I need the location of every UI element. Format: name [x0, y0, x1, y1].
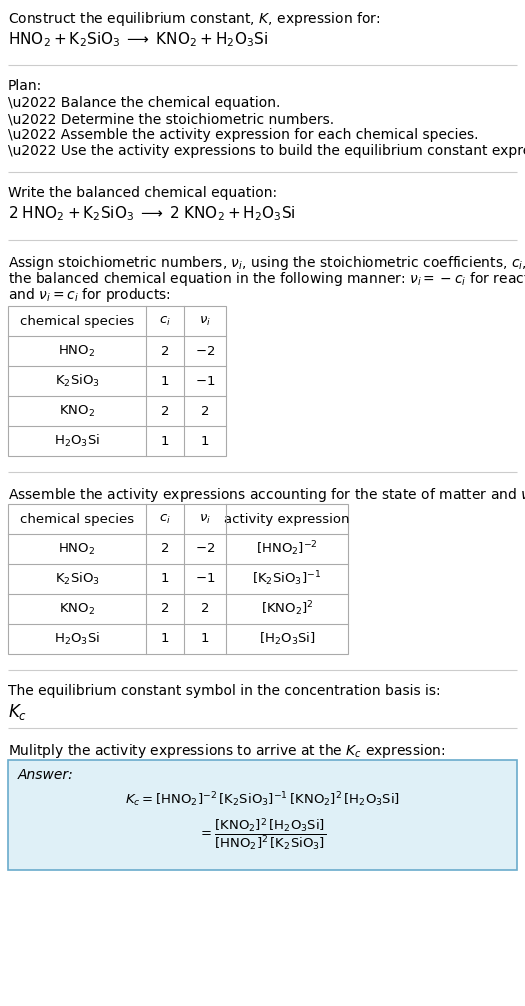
- Text: $[\mathrm{HNO_2}]^{-2}$: $[\mathrm{HNO_2}]^{-2}$: [256, 539, 318, 558]
- Text: 1: 1: [161, 435, 169, 448]
- Text: 2: 2: [161, 344, 169, 357]
- Text: $\mathrm{HNO_2 + K_2SiO_3 \;\longrightarrow\; KNO_2 + H_2O_3Si}$: $\mathrm{HNO_2 + K_2SiO_3 \;\longrightar…: [8, 30, 268, 48]
- Text: Construct the equilibrium constant, $K$, expression for:: Construct the equilibrium constant, $K$,…: [8, 10, 381, 28]
- Text: Mulitply the activity expressions to arrive at the $K_c$ expression:: Mulitply the activity expressions to arr…: [8, 742, 445, 760]
- Text: $c_i$: $c_i$: [159, 512, 171, 525]
- Text: $c_i$: $c_i$: [159, 315, 171, 328]
- Text: \u2022 Balance the chemical equation.: \u2022 Balance the chemical equation.: [8, 96, 280, 110]
- Text: $\mathrm{KNO_2}$: $\mathrm{KNO_2}$: [59, 602, 95, 617]
- Text: $\mathrm{2\;HNO_2 + K_2SiO_3 \;\longrightarrow\; 2\;KNO_2 + H_2O_3Si}$: $\mathrm{2\;HNO_2 + K_2SiO_3 \;\longrigh…: [8, 204, 296, 222]
- Bar: [8, 306, 226, 456]
- Text: $= \dfrac{[\mathrm{KNO_2}]^2\,[\mathrm{H_2O_3Si}]}{[\mathrm{HNO_2}]^2\,[\mathrm{: $= \dfrac{[\mathrm{KNO_2}]^2\,[\mathrm{H…: [198, 817, 327, 853]
- Text: 1: 1: [161, 572, 169, 585]
- Text: $-2$: $-2$: [195, 542, 215, 555]
- Text: and $\nu_i = c_i$ for products:: and $\nu_i = c_i$ for products:: [8, 286, 171, 304]
- Text: $\mathrm{HNO_2}$: $\mathrm{HNO_2}$: [58, 541, 96, 556]
- Text: $K_c$: $K_c$: [8, 702, 27, 722]
- Text: $\mathrm{K_2SiO_3}$: $\mathrm{K_2SiO_3}$: [55, 571, 99, 588]
- Text: $\nu_i$: $\nu_i$: [199, 512, 211, 525]
- Bar: [8, 504, 348, 654]
- Text: $-2$: $-2$: [195, 344, 215, 357]
- Text: Plan:: Plan:: [8, 79, 42, 93]
- Text: the balanced chemical equation in the following manner: $\nu_i = -c_i$ for react: the balanced chemical equation in the fo…: [8, 270, 525, 288]
- Text: $\mathrm{H_2O_3Si}$: $\mathrm{H_2O_3Si}$: [54, 631, 100, 647]
- Text: $[\mathrm{H_2O_3Si}]$: $[\mathrm{H_2O_3Si}]$: [259, 631, 316, 647]
- Text: $\nu_i$: $\nu_i$: [199, 315, 211, 328]
- Text: \u2022 Determine the stoichiometric numbers.: \u2022 Determine the stoichiometric numb…: [8, 112, 334, 126]
- Text: $-1$: $-1$: [195, 572, 215, 585]
- Text: chemical species: chemical species: [20, 512, 134, 525]
- Text: $\mathrm{H_2O_3Si}$: $\mathrm{H_2O_3Si}$: [54, 433, 100, 449]
- Text: The equilibrium constant symbol in the concentration basis is:: The equilibrium constant symbol in the c…: [8, 684, 440, 698]
- Text: 1: 1: [201, 633, 209, 646]
- Text: activity expression: activity expression: [224, 512, 350, 525]
- Text: Answer:: Answer:: [18, 768, 74, 782]
- FancyBboxPatch shape: [8, 760, 517, 870]
- Text: 2: 2: [161, 542, 169, 555]
- Text: \u2022 Assemble the activity expression for each chemical species.: \u2022 Assemble the activity expression …: [8, 128, 478, 142]
- Text: $[\mathrm{KNO_2}]^2$: $[\mathrm{KNO_2}]^2$: [260, 600, 313, 619]
- Text: $-1$: $-1$: [195, 374, 215, 387]
- Text: 1: 1: [161, 633, 169, 646]
- Text: $\mathrm{HNO_2}$: $\mathrm{HNO_2}$: [58, 343, 96, 358]
- Text: $[\mathrm{K_2SiO_3}]^{-1}$: $[\mathrm{K_2SiO_3}]^{-1}$: [253, 569, 322, 589]
- Text: 1: 1: [161, 374, 169, 387]
- Text: \u2022 Use the activity expressions to build the equilibrium constant expression: \u2022 Use the activity expressions to b…: [8, 144, 525, 158]
- Text: $K_c = [\mathrm{HNO_2}]^{-2}\,[\mathrm{K_2SiO_3}]^{-1}\,[\mathrm{KNO_2}]^{2}\,[\: $K_c = [\mathrm{HNO_2}]^{-2}\,[\mathrm{K…: [125, 791, 400, 810]
- Text: Write the balanced chemical equation:: Write the balanced chemical equation:: [8, 186, 277, 200]
- Text: chemical species: chemical species: [20, 315, 134, 328]
- Text: $\mathrm{KNO_2}$: $\mathrm{KNO_2}$: [59, 403, 95, 418]
- Text: 2: 2: [161, 603, 169, 616]
- Text: Assign stoichiometric numbers, $\nu_i$, using the stoichiometric coefficients, $: Assign stoichiometric numbers, $\nu_i$, …: [8, 254, 525, 272]
- Text: $\mathrm{K_2SiO_3}$: $\mathrm{K_2SiO_3}$: [55, 373, 99, 389]
- Text: 2: 2: [201, 404, 209, 417]
- Text: 2: 2: [161, 404, 169, 417]
- Text: Assemble the activity expressions accounting for the state of matter and $\nu_i$: Assemble the activity expressions accoun…: [8, 486, 525, 504]
- Text: 2: 2: [201, 603, 209, 616]
- Text: 1: 1: [201, 435, 209, 448]
